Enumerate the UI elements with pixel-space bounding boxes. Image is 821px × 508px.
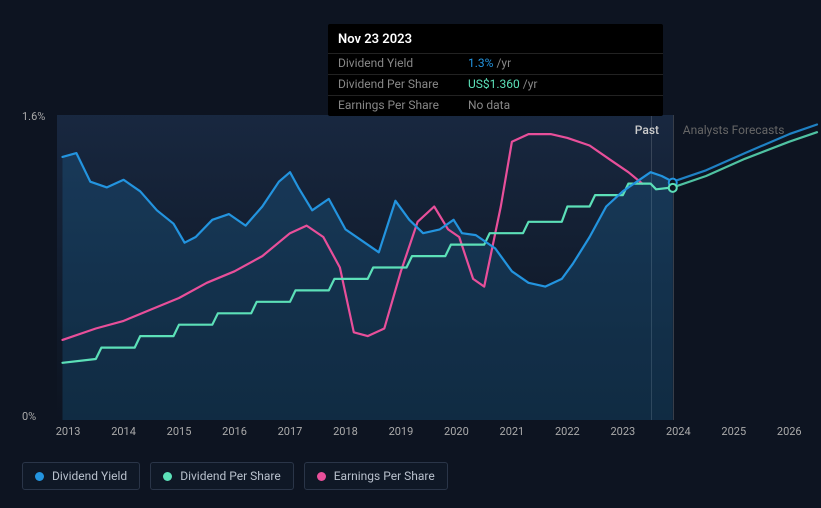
y-axis-label: 1.6%	[22, 110, 45, 123]
x-axis-tick: 2018	[333, 425, 358, 438]
plot-area[interactable]: Past Analysts Forecasts	[57, 115, 817, 420]
legend-dot	[35, 472, 44, 481]
chart-container: 1.6%0% Past Analysts Forecasts 201320142…	[22, 110, 820, 440]
x-axis-tick: 2019	[389, 425, 414, 438]
x-axis-tick: 2014	[111, 425, 136, 438]
legend-dot	[163, 472, 172, 481]
chart-svg	[57, 115, 817, 420]
x-axis-tick: 2020	[444, 425, 469, 438]
x-axis-tick: 2022	[555, 425, 580, 438]
tooltip-row: Dividend Per ShareUS$1.360/yr	[328, 74, 663, 95]
x-axis-tick: 2025	[721, 425, 746, 438]
legend-label: Dividend Yield	[52, 469, 127, 483]
x-axis-tick: 2013	[56, 425, 81, 438]
legend-item[interactable]: Dividend Yield	[22, 462, 140, 490]
legend-item[interactable]: Earnings Per Share	[304, 462, 448, 490]
x-axis-tick: 2015	[167, 425, 192, 438]
tooltip-value: No data	[468, 98, 510, 112]
x-axis-tick: 2023	[610, 425, 635, 438]
tooltip-label: Dividend Per Share	[338, 77, 468, 91]
chart-tooltip: Nov 23 2023 Dividend Yield1.3%/yrDividen…	[328, 24, 663, 116]
legend-dot	[317, 472, 326, 481]
y-axis-label: 0%	[22, 410, 36, 423]
legend-label: Dividend Per Share	[180, 469, 281, 483]
legend: Dividend Yield Dividend Per Share Earnings…	[22, 462, 448, 490]
legend-label: Earnings Per Share	[334, 469, 435, 483]
x-axis-tick: 2016	[222, 425, 247, 438]
tooltip-date: Nov 23 2023	[328, 24, 663, 53]
tooltip-row: Earnings Per ShareNo data	[328, 95, 663, 116]
x-axis-tick: 2026	[777, 425, 802, 438]
x-axis-tick: 2017	[278, 425, 303, 438]
x-axis-tick: 2021	[500, 425, 525, 438]
toggle-forecast[interactable]: Analysts Forecasts	[683, 123, 785, 137]
tooltip-value: 1.3%/yr	[468, 56, 511, 70]
legend-item[interactable]: Dividend Per Share	[150, 462, 294, 490]
x-axis: 2013 2014 2015 2016 2017 2018 2019 2020 2021 2022…	[57, 420, 817, 440]
tooltip-label: Earnings Per Share	[338, 98, 468, 112]
tooltip-row: Dividend Yield1.3%/yr	[328, 53, 663, 74]
tooltip-label: Dividend Yield	[338, 56, 468, 70]
x-axis-tick: 2024	[666, 425, 691, 438]
toggle-past[interactable]: Past	[635, 123, 659, 137]
tooltip-value: US$1.360/yr	[468, 77, 538, 91]
